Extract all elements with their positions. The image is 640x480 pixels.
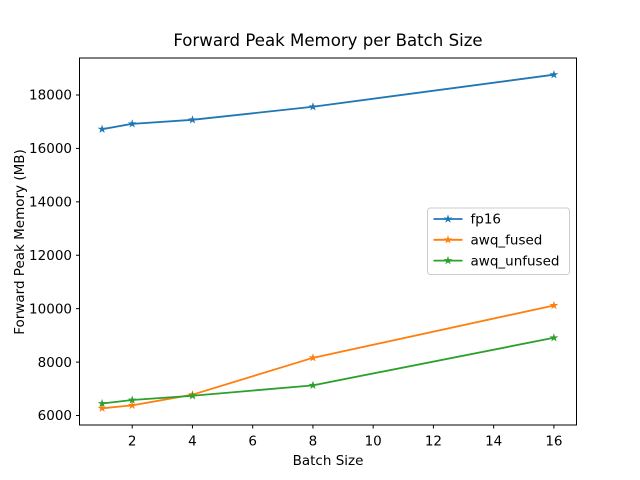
x-tick-label: 12 (425, 434, 442, 450)
data-point-marker-awq_unfused (127, 395, 137, 404)
data-point-marker-awq_fused (97, 403, 107, 413)
legend: fp16 awq_fused awq_unfused (427, 207, 570, 275)
data-point-marker-awq_unfused (188, 391, 197, 400)
data-point-marker-awq_unfused (97, 398, 107, 408)
series-line-awq_unfused (101, 336, 555, 405)
legend-marker-awq_fused (443, 235, 453, 244)
data-point-marker-fp16 (549, 70, 559, 79)
data-point-marker-fp16 (127, 119, 137, 128)
legend-marker-awq_unfused (443, 256, 453, 265)
y-tick-label: 16000 (29, 141, 72, 157)
series-line-awq_fused (102, 304, 555, 410)
legend-item-label: awq_fused (471, 233, 543, 249)
x-tick-label: 6 (248, 434, 257, 450)
legend-marker-fp16 (443, 214, 453, 223)
y-tick-label: 6000 (38, 408, 72, 424)
y-tick-label: 18000 (29, 88, 72, 104)
y-tick-label: 12000 (29, 248, 72, 264)
plot-area: 2 4 6 8 10 12 14 16 6000 8000 10000 12000 14000 16000… (29, 57, 577, 450)
data-point-marker-awq_fused (549, 300, 559, 310)
data-point-marker-awq_fused (127, 400, 137, 410)
y-tick-label: 14000 (29, 195, 72, 211)
x-tick-label: 10 (365, 434, 382, 450)
y-tick-label: 8000 (38, 355, 72, 371)
x-tick-label: 14 (485, 434, 502, 450)
data-point-marker-awq_unfused (308, 380, 318, 390)
plot-border (79, 57, 577, 426)
x-tick-label: 4 (188, 434, 197, 450)
series-line-fp16 (101, 73, 555, 131)
x-tick-label: 8 (309, 434, 318, 450)
x-tick-label: 16 (545, 434, 562, 450)
y-tick-label: 10000 (29, 301, 72, 317)
data-point-marker-awq_fused (308, 353, 318, 362)
legend-item-label: fp16 (471, 212, 502, 228)
data-point-marker-awq_unfused (549, 333, 559, 342)
data-point-marker-fp16 (308, 102, 318, 111)
legend-item-label: awq_unfused (471, 253, 560, 269)
data-point-marker-fp16 (188, 115, 197, 124)
legend-box (427, 207, 570, 275)
x-axis-label: Batch Size (293, 453, 364, 469)
y-axis-label: Forward Peak Memory (MB) (12, 149, 28, 335)
data-point-marker-fp16 (97, 124, 107, 133)
x-tick-label: 2 (128, 434, 137, 450)
chart-title: Forward Peak Memory per Batch Size (173, 31, 482, 50)
